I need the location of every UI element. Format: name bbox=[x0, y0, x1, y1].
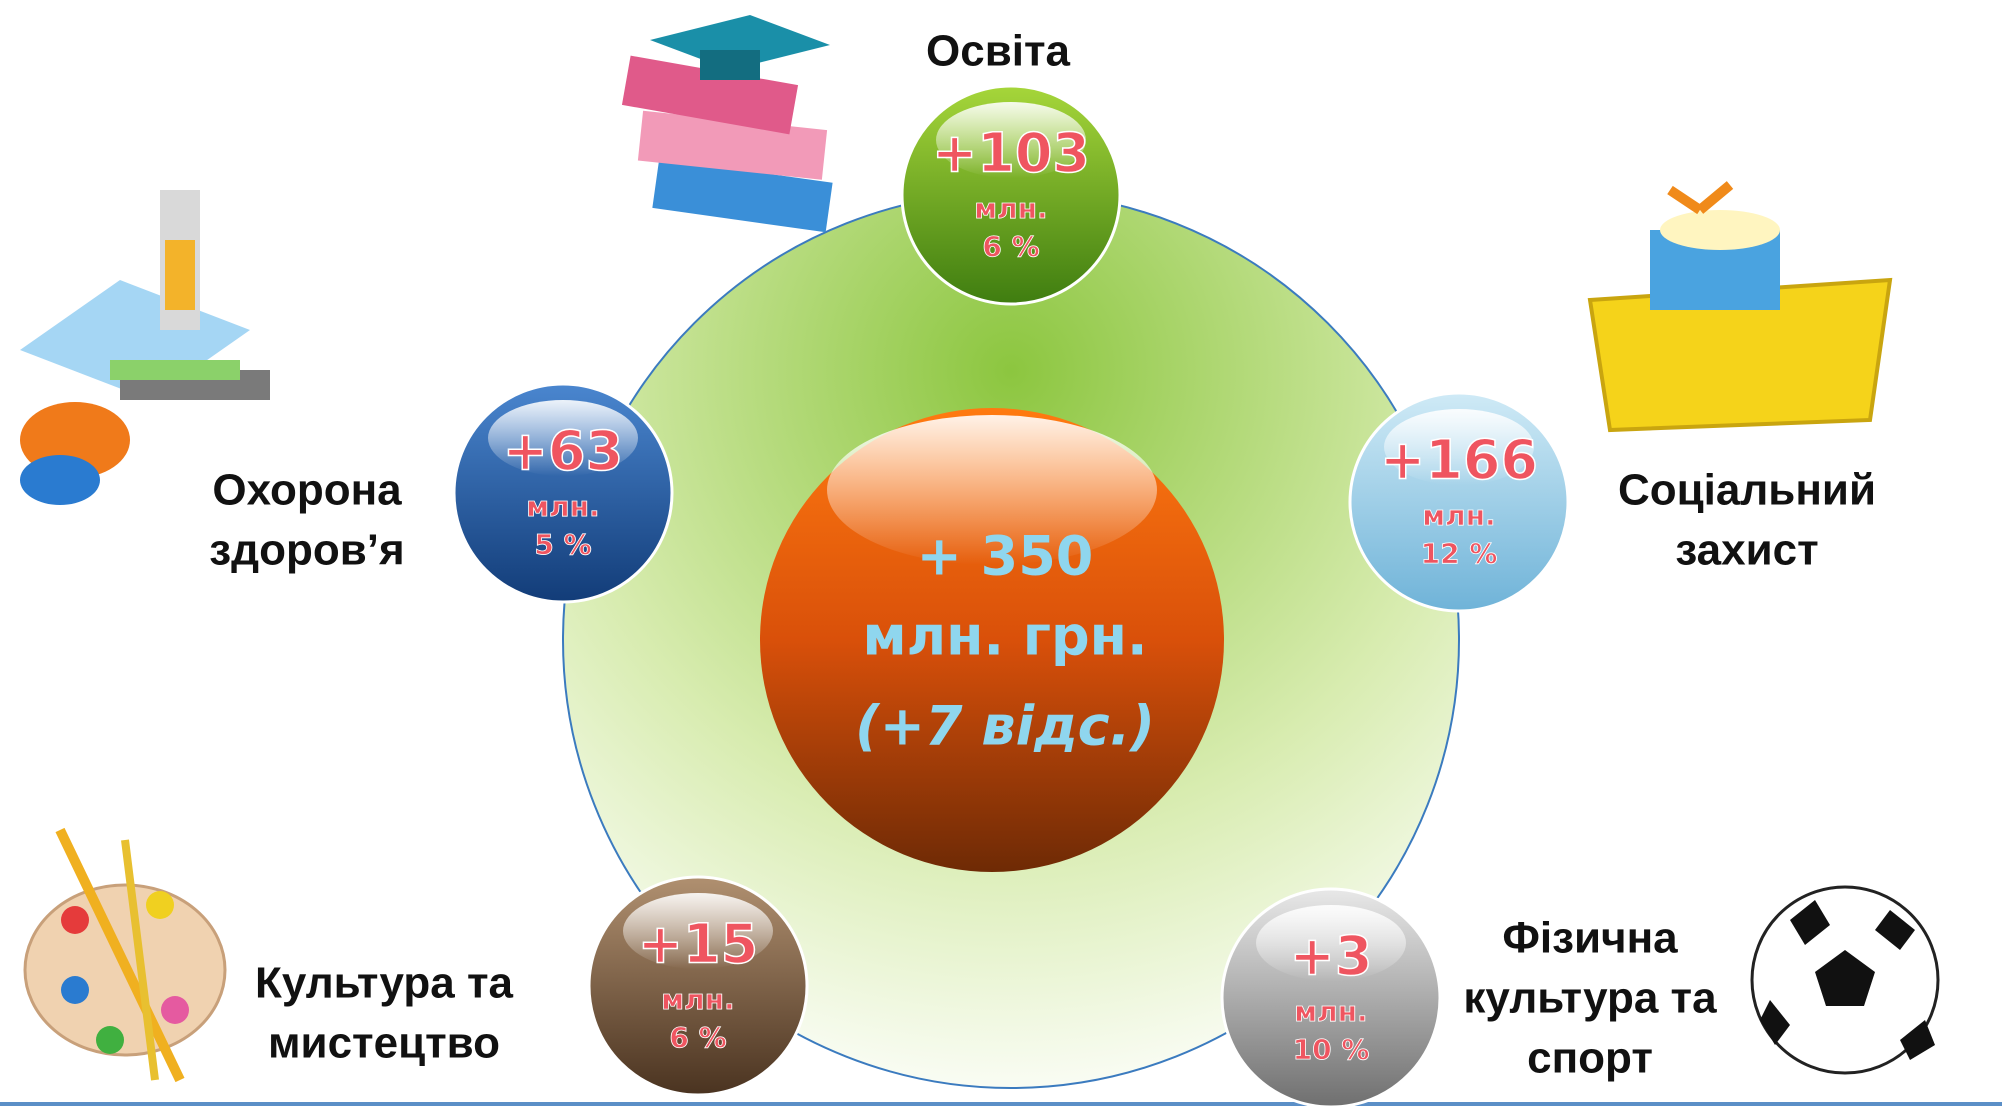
center-value: + 350 bbox=[917, 525, 1094, 588]
node-label: Соціальний bbox=[1618, 466, 1876, 515]
node-value: +103 bbox=[932, 122, 1090, 185]
node-label: культура та bbox=[1463, 974, 1717, 1023]
node-unit: млн. bbox=[974, 192, 1047, 225]
node-percent: 6 % bbox=[982, 230, 1039, 263]
node-label: захист bbox=[1675, 526, 1818, 575]
node-label: Фізична bbox=[1502, 914, 1678, 963]
node-unit: млн. bbox=[661, 983, 734, 1016]
node-percent: 6 % bbox=[669, 1021, 726, 1054]
microscope-icon bbox=[20, 190, 270, 505]
center-unit: млн. грн. bbox=[862, 605, 1147, 668]
node-label: Освіта bbox=[926, 27, 1071, 76]
node-value: +3 bbox=[1290, 925, 1373, 988]
center-note: (+7 відс.) bbox=[855, 695, 1155, 758]
node-percent: 5 % bbox=[534, 528, 591, 561]
node-label: Охорона bbox=[212, 466, 402, 515]
node-value: +63 bbox=[503, 420, 623, 483]
node-percent: 10 % bbox=[1293, 1033, 1370, 1066]
node-label: здоров’я bbox=[209, 526, 404, 575]
bottom-rule bbox=[0, 1102, 2002, 1106]
ball-icon bbox=[1752, 887, 1938, 1073]
node-label: спорт bbox=[1527, 1034, 1653, 1083]
node-label: Культура та bbox=[255, 959, 514, 1008]
node-unit: млн. bbox=[1422, 499, 1495, 532]
palette-icon bbox=[25, 830, 225, 1080]
basket-icon bbox=[1590, 185, 1890, 430]
node-unit: млн. bbox=[1294, 995, 1367, 1028]
node-percent: 12 % bbox=[1421, 537, 1498, 570]
node-value: +15 bbox=[638, 913, 758, 976]
node-label: мистецтво bbox=[268, 1019, 500, 1068]
node-unit: млн. bbox=[526, 490, 599, 523]
infographic: + 350 млн. грн. (+7 відс.) bbox=[0, 0, 2002, 1106]
node-value: +166 bbox=[1380, 429, 1538, 492]
books-icon bbox=[622, 15, 833, 232]
